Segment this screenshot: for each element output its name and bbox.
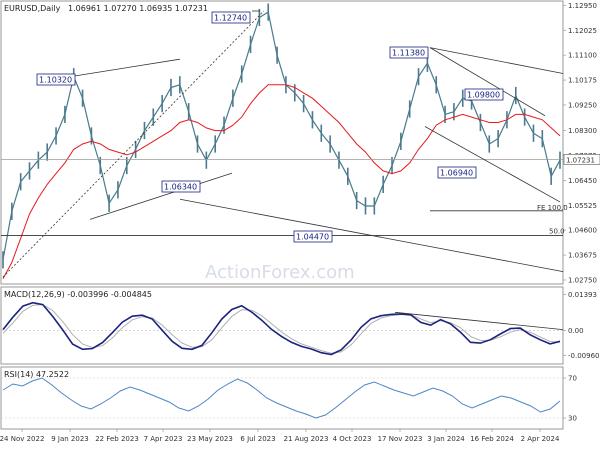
annot-103200-label: 1.10320	[39, 76, 72, 85]
channel-upper-line	[429, 47, 564, 74]
x-tick-label: 6 Jul 2023	[240, 435, 275, 443]
rsi-layer	[1, 377, 563, 419]
annot-106940-label: 1.06940	[440, 169, 473, 178]
price-tick-label: 1.04600	[568, 227, 597, 235]
falling-wedge-upper	[429, 47, 546, 117]
annot-106340-label: 1.06340	[164, 183, 197, 192]
current-price-box	[563, 154, 600, 165]
fe-100-label: FE 100.0	[537, 204, 568, 212]
price-tick-label: 1.12025	[568, 27, 597, 35]
price-tick-label: 1.03675	[568, 252, 597, 260]
rsi-label: RSI(14) 47.2522	[4, 370, 69, 379]
macd-tick-label: 0.01393	[568, 291, 597, 299]
x-tick-label: 22 Feb 2023	[95, 435, 139, 443]
price-tick-label: 1.08300	[568, 127, 597, 135]
macd-layer	[1, 301, 564, 356]
price-panel-frame	[0, 0, 564, 285]
x-tick-label: 2 Apr 2024	[521, 435, 560, 443]
support-line-early	[89, 172, 233, 220]
x-tick-label: 3 Jan 2024	[427, 435, 465, 443]
x-tick-label: 7 Apr 2023	[144, 435, 183, 443]
x-tick-label: 17 Nov 2023	[378, 435, 423, 443]
rsi-panel-frame	[0, 366, 564, 430]
macd-panel-frame	[0, 286, 564, 365]
price-tick-label: 1.11100	[568, 52, 597, 60]
macd-label: MACD(12,26,9) -0.003996 -0.004845	[4, 290, 152, 299]
rsi-tick-label: 70	[568, 375, 577, 383]
annot-111380-label: 1.11380	[392, 49, 425, 58]
moving-average-line	[2, 84, 561, 279]
price-tick-label: 1.05525	[568, 202, 597, 210]
current-price-label: 1.07231	[566, 156, 595, 164]
annot-112740-box	[211, 11, 251, 24]
x-tick-label: 23 May 2023	[187, 435, 233, 443]
price-tick-label: 1.09250	[568, 101, 597, 109]
fib-50-label: 50.0	[549, 228, 565, 236]
falling-wedge-lower	[424, 126, 561, 203]
annot-112740-label: 1.12740	[214, 14, 247, 23]
annot-106340-box	[161, 180, 201, 193]
annot-109800-box	[464, 88, 504, 101]
macd-tick-label: 0.00	[568, 327, 584, 335]
annot-104470-box	[293, 230, 333, 243]
symbol-label: EURUSD,Daily	[4, 4, 61, 13]
macd-trendline	[394, 311, 564, 331]
annot-109800-label: 1.09800	[467, 91, 500, 100]
annot-103200-box	[36, 73, 76, 86]
ohlc-label: 1.06961 1.07270 1.06935 1.07231	[68, 4, 208, 13]
macd-main-line	[2, 301, 561, 356]
price-tick-label: 1.12950	[568, 2, 597, 10]
x-tick-label: 16 Feb 2024	[470, 435, 514, 443]
rsi-tick-label: 30	[568, 415, 577, 423]
annot-111380-box	[389, 46, 429, 59]
price-tick-label: 1.02750	[568, 277, 597, 285]
annot-106940-box	[437, 166, 477, 179]
price-tick-label: 1.06450	[568, 177, 597, 185]
x-tick-label: 9 Jan 2023	[51, 435, 89, 443]
macd-tick-label: -0.009602	[568, 352, 600, 360]
rsi-line	[2, 377, 561, 419]
annot-104470-label: 1.04470	[296, 233, 329, 242]
watermark-text: ActionForex.com	[205, 262, 355, 283]
price-tick-label: 1.10175	[568, 77, 597, 85]
resistance-line-early	[73, 58, 180, 77]
x-tick-label: 21 Aug 2023	[284, 435, 329, 443]
x-tick-label: 4 Oct 2023	[333, 435, 372, 443]
x-tick-label: 24 Nov 2022	[0, 435, 44, 443]
annotation-layer: 1.10320 1.12740 1.11380 1.09800 1.06340 1.044…	[36, 11, 568, 243]
